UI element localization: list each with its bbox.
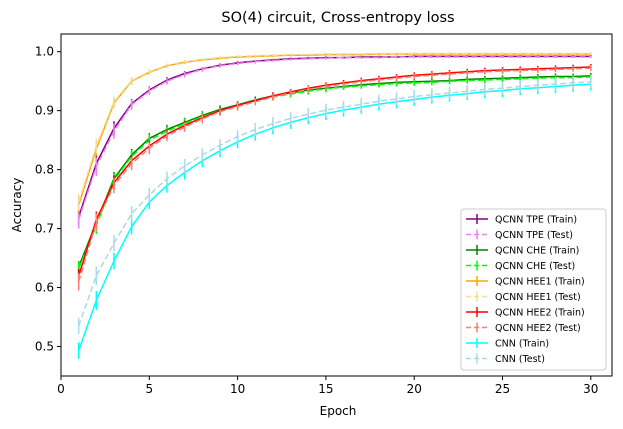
legend-label: QCNN HEE1 (Train) — [495, 277, 585, 288]
legend-item: CNN (Train) — [466, 338, 549, 350]
x-tick-label: 20 — [407, 382, 422, 396]
legend-item: QCNN HEE1 (Train) — [466, 276, 585, 288]
series-qcnn-tpe-train — [77, 55, 592, 224]
legend-item: QCNN HEE2 (Train) — [466, 307, 585, 319]
x-axis-label: Epoch — [320, 404, 357, 418]
x-tick-label: 5 — [145, 382, 153, 396]
series-qcnn-hee1-test — [77, 52, 592, 211]
series-line — [77, 56, 591, 220]
series-line — [77, 53, 591, 206]
legend-item: CNN (Test) — [466, 353, 545, 365]
legend-label: QCNN CHE (Train) — [495, 246, 579, 257]
legend-item: QCNN TPE (Test) — [466, 229, 573, 241]
legend-item: QCNN CHE (Test) — [466, 260, 575, 272]
x-tick-label: 0 — [57, 382, 65, 396]
y-tick-label: 1.0 — [35, 45, 54, 59]
legend-label: QCNN HEE1 (Test) — [495, 292, 581, 303]
legend-item: QCNN CHE (Train) — [466, 245, 579, 257]
legend-label: QCNN HEE2 (Train) — [495, 308, 585, 319]
series-qcnn-tpe-test — [77, 55, 592, 229]
x-tick-label: 15 — [318, 382, 333, 396]
plot-frame — [60, 33, 613, 377]
legend-label: QCNN CHE (Test) — [495, 261, 575, 272]
series-qcnn-hee2-test — [77, 65, 592, 291]
series-cnn-test — [77, 75, 592, 335]
legend: QCNN TPE (Train) QCNN TPE (Test) QCNN CHE … — [460, 208, 607, 371]
y-tick-label: 0.9 — [35, 104, 54, 118]
y-axis: 0.5 0.6 0.7 0.8 0.9 1.0 — [35, 45, 61, 354]
x-tick-label: 30 — [583, 382, 598, 396]
y-tick-label: 0.5 — [35, 340, 54, 354]
legend-label: CNN (Test) — [495, 354, 545, 365]
series-line — [77, 66, 591, 277]
legend-item: QCNN HEE1 (Test) — [466, 291, 581, 303]
y-tick-label: 0.7 — [35, 222, 54, 236]
y-tick-label: 0.8 — [35, 163, 54, 177]
legend-label: CNN (Train) — [495, 339, 549, 350]
legend-item: QCNN TPE (Train) — [466, 214, 577, 226]
legend-label: QCNN HEE2 (Test) — [495, 323, 581, 334]
x-axis: 0 5 10 15 20 25 30 — [57, 376, 598, 396]
y-tick-label: 0.6 — [35, 281, 54, 295]
series-line — [77, 52, 591, 203]
series-qcnn-hee1-train — [77, 52, 592, 213]
series-line — [77, 67, 591, 282]
series-line — [78, 76, 591, 269]
series-line — [77, 83, 591, 351]
y-axis-label: Accuracy — [10, 178, 24, 233]
legend-label: QCNN TPE (Test) — [495, 230, 573, 241]
legend-label: QCNN TPE (Train) — [495, 215, 577, 226]
series-line — [77, 55, 591, 218]
legend-item: QCNN HEE2 (Test) — [466, 322, 581, 334]
plot-area — [77, 52, 592, 359]
x-tick-label: 25 — [495, 382, 510, 396]
x-tick-label: 10 — [230, 382, 245, 396]
legend-box — [460, 208, 607, 371]
chart-title: SO(4) circuit, Cross-entropy loss — [221, 10, 454, 26]
